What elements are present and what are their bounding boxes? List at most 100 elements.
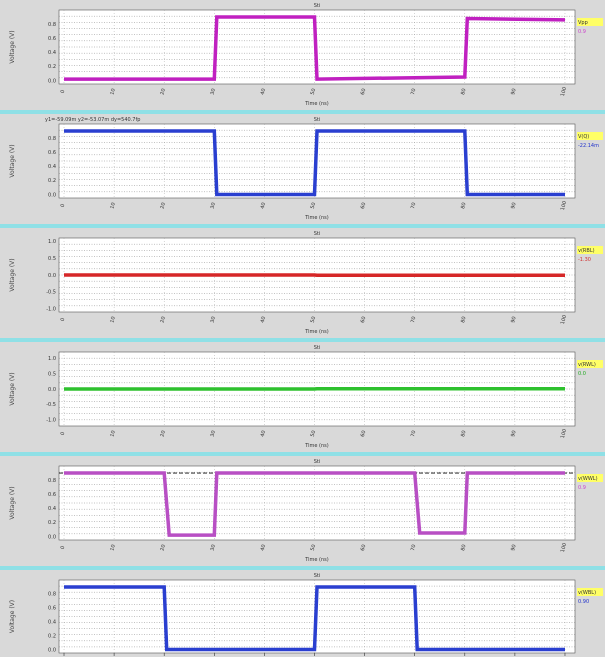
panel-separator: [0, 338, 605, 342]
panel-separator: [0, 566, 605, 570]
y-axis-title: Voltage (V): [9, 258, 16, 291]
x-tick-label: 20: [160, 316, 167, 324]
y-tick-label: 0.6: [48, 492, 56, 498]
legend-label-background: [577, 246, 603, 254]
x-tick-label: 90: [510, 202, 517, 210]
panel-separator: [0, 452, 605, 456]
x-tick-label: 50: [310, 316, 317, 324]
x-tick-label: 20: [160, 202, 167, 210]
x-tick-label: 100: [560, 428, 568, 439]
x-tick-label: 40: [260, 544, 267, 552]
legend-label: v(RWL): [578, 362, 596, 368]
legend-label: 0.9: [578, 485, 586, 491]
x-tick-label: 70: [410, 316, 417, 324]
panel-separator: [0, 224, 605, 228]
legend-label: V(Q): [578, 134, 589, 140]
x-tick-label: 70: [410, 430, 417, 438]
x-tick-label: 80: [460, 544, 467, 552]
legend-label: v(WWL): [578, 476, 598, 482]
x-tick-label: 90: [510, 544, 517, 552]
x-tick-label: 60: [360, 544, 367, 552]
x-tick-label: 40: [260, 88, 267, 96]
x-tick-label: 30: [210, 316, 217, 324]
legend-label: -22.14m: [578, 143, 599, 149]
y-tick-label: -0.5: [46, 290, 56, 296]
x-tick-label: 100: [560, 314, 568, 325]
y-axis-title: Voltage (V): [9, 600, 16, 633]
x-tick-label: 90: [510, 88, 517, 96]
x-axis-title: Time (ns): [304, 557, 329, 563]
x-tick-label: 40: [260, 202, 267, 210]
x-tick-label: 50: [310, 202, 317, 210]
x-tick-label: 40: [260, 316, 267, 324]
y-tick-label: 0.6: [48, 606, 56, 612]
x-tick-label: 70: [410, 202, 417, 210]
x-tick-label: 80: [460, 202, 467, 210]
y-tick-label: 1.0: [48, 356, 56, 362]
series-line: [64, 585, 565, 652]
x-tick-label: 60: [360, 88, 367, 96]
cursor-readout: y1=-59.09m y2=-53.07m dy=540.7fp: [45, 117, 140, 123]
x-tick-label: 60: [360, 430, 367, 438]
x-tick-label: 30: [210, 88, 217, 96]
x-tick-label: 60: [360, 316, 367, 324]
y-axis-title: Voltage (V): [9, 372, 16, 405]
waveform-panel: Sti 0.0 0.2 0.4 0.6 0.8 Voltage (V) 0 10 20 30 40 50…: [0, 0, 605, 110]
waveform-panel: Sti 0.0 0.2 0.4 0.6 0.8 Voltage (V) 0 10 20 30 40 50…: [0, 456, 605, 566]
x-tick-label: 30: [210, 544, 217, 552]
legend-label: v(RBL): [578, 248, 595, 254]
legend-label: v(WBL): [578, 590, 596, 596]
x-axis-title: Time (ns): [304, 215, 329, 221]
legend-label: Vpp: [578, 20, 588, 26]
panel-separator: [0, 110, 605, 114]
x-tick-label: 40: [260, 430, 267, 438]
x-tick-label: 10: [109, 202, 116, 210]
x-tick-label: 10: [109, 316, 116, 324]
x-tick-label: 30: [210, 430, 217, 438]
y-tick-label: 0.2: [48, 64, 56, 70]
y-axis-title: Voltage (V): [9, 30, 16, 63]
x-tick-label: 70: [410, 88, 417, 96]
x-tick-label: 0: [60, 317, 67, 322]
y-tick-label: 0.4: [48, 620, 56, 626]
x-tick-label: 50: [310, 430, 317, 438]
y-tick-label: 0.4: [48, 164, 56, 170]
x-tick-label: 0: [60, 89, 67, 94]
x-tick-label: 60: [360, 202, 367, 210]
y-tick-label: 0.8: [48, 592, 56, 598]
legend-label: 0.9: [578, 29, 586, 35]
waveform-panel: Sti -1.0 -0.5 0.0 0.5 1.0 Voltage (V) 0 10 20 30 40…: [0, 228, 605, 338]
panel-title: Sti: [314, 345, 321, 351]
x-tick-label: 100: [560, 86, 568, 97]
y-tick-label: 0.0: [48, 534, 56, 540]
y-tick-label: 0.4: [48, 506, 56, 512]
x-tick-label: 10: [109, 88, 116, 96]
x-tick-label: 80: [460, 316, 467, 324]
x-tick-label: 20: [160, 430, 167, 438]
x-tick-label: 100: [560, 542, 568, 553]
waveform-panel: Sti 0.0 0.2 0.4 0.6 0.8 Voltage (V) v(WBL) 0.90: [0, 570, 605, 657]
x-tick-label: 20: [160, 88, 167, 96]
y-tick-label: 0.0: [48, 192, 56, 198]
y-tick-label: 0.6: [48, 36, 56, 42]
panel-title: Sti: [314, 573, 321, 579]
y-tick-label: 0.2: [48, 520, 56, 526]
x-tick-label: 50: [310, 544, 317, 552]
x-tick-label: 80: [460, 88, 467, 96]
x-tick-label: 90: [510, 430, 517, 438]
y-tick-label: 0.6: [48, 150, 56, 156]
y-tick-label: 0.5: [48, 256, 56, 262]
x-tick-label: 90: [510, 316, 517, 324]
x-tick-label: 100: [560, 200, 568, 211]
legend-label-background: [577, 18, 603, 26]
x-tick-label: 80: [460, 430, 467, 438]
y-tick-label: 0.5: [48, 371, 56, 377]
legend-label-background: [577, 132, 603, 140]
legend-label: 0.90: [578, 599, 589, 605]
x-tick-label: 0: [60, 545, 67, 550]
y-axis-title: Voltage (V): [9, 486, 16, 519]
series-line: [64, 471, 565, 537]
x-axis-title: Time (ns): [304, 329, 329, 335]
x-tick-label: 70: [410, 544, 417, 552]
